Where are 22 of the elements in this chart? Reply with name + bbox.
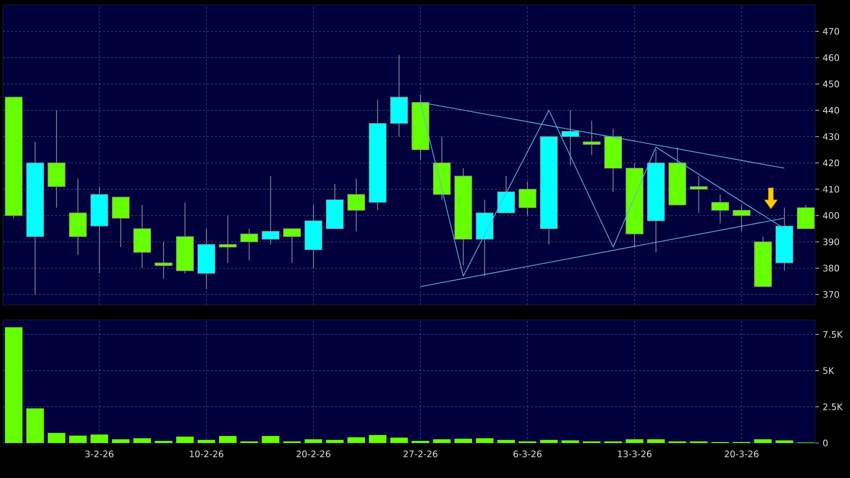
x-tick-label: 13-3-26 (618, 450, 652, 458)
y-tick-label: 370 (823, 291, 840, 298)
y-tick-label: 380 (823, 264, 840, 272)
x-tick-label: 6-3-26 (513, 450, 542, 458)
x-tick-label: 3-2-26 (85, 450, 114, 458)
y-tick-label: 420 (822, 160, 840, 166)
y-tick-label: 430 (822, 133, 840, 140)
x-tick-label: 20-2-26 (296, 450, 330, 458)
y-tick-label: 7.5K (823, 331, 843, 338)
y-tick-label: 2.5K (823, 403, 843, 410)
y-tick-label: 450 (822, 80, 840, 88)
x-tick-label: 20-3-26 (724, 450, 759, 458)
x-tick-label: 10-2-26 (190, 450, 224, 458)
y-tick-label: 390 (823, 238, 840, 246)
y-tick-label: 460 (822, 54, 840, 62)
x-tick-label: 27-2-26 (404, 450, 438, 458)
y-tick-label: 440 (822, 106, 840, 114)
y-tick-label: 5K (823, 367, 834, 374)
y-tick-label: 400 (822, 212, 840, 219)
y-tick-label: 0 (823, 440, 828, 446)
y-tick-label: 470 (822, 28, 840, 35)
y-tick-label: 410 (822, 186, 840, 193)
